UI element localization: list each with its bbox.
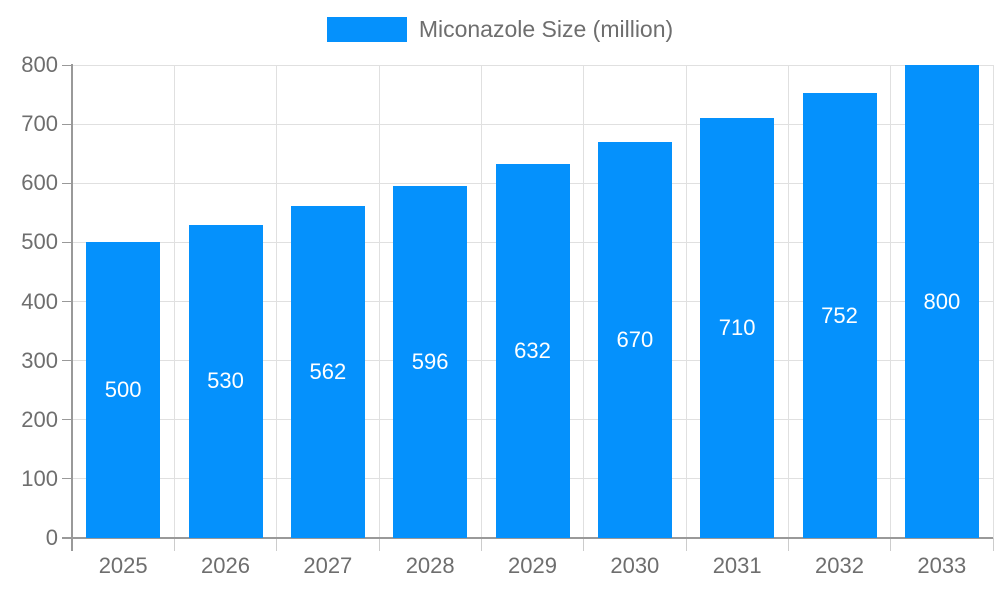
y-tick-mark	[62, 360, 72, 362]
y-tick-label: 0	[45, 525, 58, 550]
y-tick-mark	[62, 301, 72, 302]
y-tick-mark	[62, 419, 72, 421]
y-tick-mark	[62, 478, 72, 480]
x-tick-label: 2025	[98, 553, 148, 578]
legend-swatch-icon	[326, 17, 407, 42]
bar[interactable]	[802, 93, 877, 538]
y-tick-mark	[62, 241, 72, 243]
gridline-h	[72, 64, 993, 66]
y-tick-label: 700	[21, 111, 58, 137]
bar[interactable]	[290, 205, 365, 538]
x-tick-label: 2027	[303, 553, 353, 578]
y-tick-label: 100	[21, 465, 58, 491]
gridline-v	[173, 65, 175, 538]
y-tick-label: 500	[21, 229, 58, 255]
y-tick-label: 400	[21, 288, 58, 314]
bar-value-label: 800	[923, 288, 961, 314]
bar-value-label: 562	[309, 358, 347, 384]
gridline-v	[992, 65, 994, 538]
x-tick-mark	[480, 538, 482, 551]
gridline-v	[787, 65, 789, 538]
y-tick-label: 300	[21, 347, 58, 373]
gridline-v	[685, 65, 687, 538]
y-axis-line	[71, 64, 73, 551]
legend[interactable]: Miconazole Size (million)	[0, 17, 1000, 42]
bar-value-label: 670	[616, 326, 654, 352]
bar[interactable]	[904, 65, 979, 538]
x-tick-mark	[685, 538, 687, 551]
bar[interactable]	[188, 224, 263, 538]
x-tick-mark	[992, 538, 994, 551]
x-tick-mark	[787, 538, 789, 551]
x-tick-mark	[583, 538, 585, 551]
gridline-h	[72, 123, 993, 125]
bar-value-label: 596	[411, 348, 449, 374]
y-tick-label: 200	[21, 406, 58, 432]
x-tick-mark	[173, 538, 175, 551]
bar-value-label: 632	[514, 338, 551, 364]
y-tick-label: 600	[21, 170, 58, 196]
gridline-v	[378, 65, 380, 538]
bar-value-label: 752	[821, 302, 858, 328]
gridline-v	[583, 65, 585, 538]
bar-value-label: 530	[207, 368, 244, 394]
bar-value-label: 710	[718, 315, 756, 341]
y-tick-label: 800	[21, 52, 58, 77]
x-tick-mark	[276, 538, 278, 551]
gridline-v	[890, 65, 892, 538]
bar[interactable]	[86, 242, 161, 538]
bar[interactable]	[597, 141, 672, 538]
x-axis-line	[62, 537, 993, 539]
x-tick-mark	[378, 538, 380, 551]
bar[interactable]	[700, 118, 775, 538]
x-tick-label: 2029	[508, 553, 557, 578]
x-tick-label: 2030	[610, 553, 660, 578]
bar-value-label: 500	[104, 377, 142, 403]
bar[interactable]	[495, 164, 570, 538]
x-tick-label: 2026	[201, 553, 250, 578]
x-tick-label: 2032	[815, 553, 864, 578]
legend-label: Miconazole Size (million)	[418, 16, 674, 42]
x-tick-label: 2033	[917, 553, 967, 578]
x-tick-label: 2031	[712, 553, 762, 578]
bar[interactable]	[393, 185, 468, 538]
y-tick-mark	[62, 182, 72, 184]
gridline-v	[480, 65, 482, 538]
y-tick-mark	[62, 64, 72, 66]
x-tick-label: 2028	[405, 553, 455, 578]
x-tick-mark	[890, 538, 892, 551]
gridline-v	[276, 65, 278, 538]
y-tick-mark	[62, 123, 72, 125]
